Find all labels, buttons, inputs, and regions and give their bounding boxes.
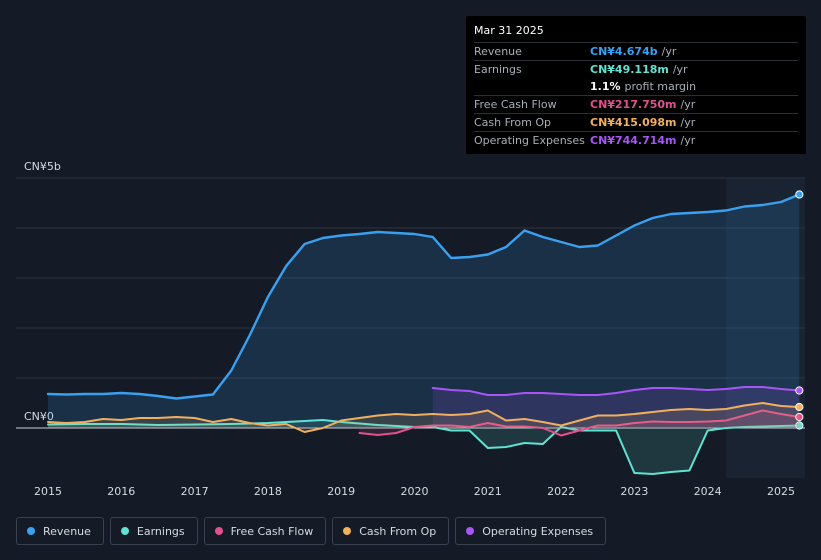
chart-area: CN¥5bCN¥0-CN¥1b2015201620172018201920202…	[16, 160, 805, 498]
series-end-marker-operating-expenses	[795, 386, 804, 395]
series-line-cash-from-op	[47, 402, 801, 433]
tooltip-unit: /yr	[680, 98, 696, 111]
y-tick-label-zero: CN¥0	[24, 410, 54, 423]
tooltip-value: CN¥744.714m	[590, 134, 677, 147]
tooltip-value: CN¥415.098m	[590, 116, 677, 129]
legend-item-earnings[interactable]: Earnings	[109, 517, 198, 545]
x-tick-label: 2024	[694, 485, 722, 498]
legend-label: Earnings	[136, 524, 185, 538]
series-line-earnings	[47, 419, 801, 475]
legend-item-free-cash-flow[interactable]: Free Cash Flow	[203, 517, 327, 545]
legend-label: Cash From Op	[359, 524, 437, 538]
x-tick-label: 2020	[401, 485, 429, 498]
tooltip-label: Operating Expenses	[474, 134, 585, 147]
legend-dot-icon	[214, 527, 223, 535]
series-area-cash-from-op	[48, 403, 800, 432]
tooltip-unit: /yr	[680, 116, 696, 129]
tooltip-row-earnings: Earnings CN¥49.118m /yr	[474, 60, 798, 78]
tooltip-row-profit-margin: 1.1% profit margin	[474, 78, 798, 95]
tooltip-row-free-cash-flow: Free Cash Flow CN¥217.750m /yr	[474, 95, 798, 113]
tooltip-unit: profit margin	[624, 80, 697, 93]
tooltip-label: Revenue	[474, 45, 522, 58]
tooltip-value: CN¥4.674b	[590, 45, 658, 58]
x-tick-label: 2022	[547, 485, 575, 498]
legend-label: Free Cash Flow	[230, 524, 314, 538]
tooltip-label: Earnings	[474, 63, 522, 76]
tooltip-unit: /yr	[672, 63, 688, 76]
tooltip-label	[474, 78, 590, 95]
x-tick-label: 2015	[34, 485, 62, 498]
legend: Revenue Earnings Free Cash Flow Cash Fro…	[16, 517, 607, 545]
x-tick-label: 2019	[327, 485, 355, 498]
legend-dot-icon	[27, 527, 35, 535]
legend-label: Revenue	[43, 524, 91, 538]
series-end-marker-earnings	[795, 421, 804, 430]
series-area-earnings	[48, 420, 800, 474]
legend-item-cash-from-op[interactable]: Cash From Op	[332, 517, 450, 545]
y-tick-label-top: CN¥5b	[24, 160, 61, 173]
series-area-operating-expenses	[432, 387, 800, 428]
tooltip-row-cash-from-op: Cash From Op CN¥415.098m /yr	[474, 113, 798, 131]
tooltip-date: Mar 31 2025	[474, 24, 544, 37]
series-end-marker-revenue	[795, 190, 804, 199]
series-end-marker-free-cash-flow	[795, 412, 804, 422]
tooltip-label: Free Cash Flow	[474, 98, 557, 111]
x-tick-label: 2021	[474, 485, 502, 498]
tooltip-panel: Mar 31 2025 Revenue CN¥4.674b /yr Earnin…	[466, 16, 806, 154]
legend-item-operating-expenses[interactable]: Operating Expenses	[455, 517, 607, 545]
series-line-free-cash-flow	[358, 409, 801, 437]
legend-item-revenue[interactable]: Revenue	[16, 517, 104, 545]
series-line-revenue	[46, 193, 801, 400]
tooltip-value: CN¥217.750m	[590, 98, 677, 111]
tooltip-label: Cash From Op	[474, 116, 552, 129]
legend-dot-icon	[343, 527, 352, 535]
x-tick-label: 2025	[767, 485, 795, 498]
x-tick-label: 2018	[254, 485, 282, 498]
tooltip-row-operating-expenses: Operating Expenses CN¥744.714m /yr	[474, 131, 798, 149]
series-line-operating-expenses	[431, 386, 801, 396]
tooltip-row-revenue: Revenue CN¥4.674b /yr	[474, 42, 798, 60]
tooltip-value: CN¥49.118m	[590, 63, 669, 76]
legend-label: Operating Expenses	[482, 524, 594, 538]
tooltip-unit: /yr	[661, 45, 677, 58]
legend-dot-icon	[120, 527, 129, 535]
series-area-revenue	[48, 194, 800, 428]
tooltip-value: 1.1%	[590, 80, 621, 93]
x-tick-label: 2023	[620, 485, 648, 498]
legend-dot-icon	[466, 527, 475, 535]
x-tick-label: 2016	[107, 485, 135, 498]
x-tick-label: 2017	[181, 485, 209, 498]
tooltip-unit: /yr	[680, 134, 696, 147]
series-end-marker-cash-from-op	[795, 402, 804, 412]
